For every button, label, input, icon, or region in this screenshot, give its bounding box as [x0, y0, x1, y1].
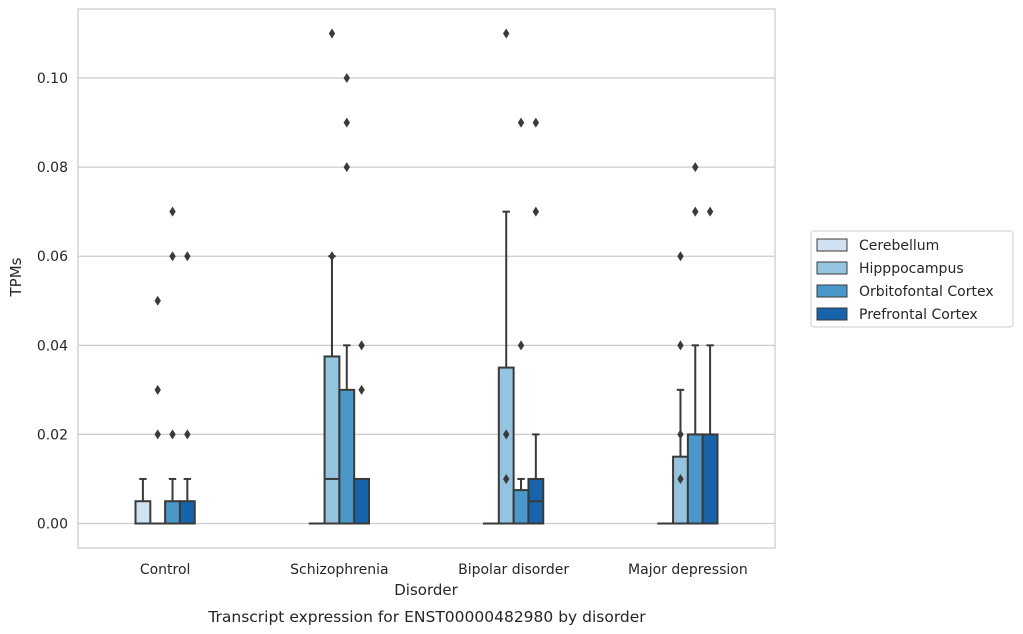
- y-tick-label: 0.02: [37, 427, 68, 443]
- y-tick-label: 0.00: [37, 517, 68, 533]
- legend: Cerebellum Hipppocampus Orbitofontal Corte…: [810, 230, 1014, 328]
- x-tick-label: Bipolar disorder: [458, 562, 569, 578]
- boxes: [134, 210, 719, 525]
- box-body: [497, 366, 515, 525]
- outlier-point: [358, 384, 365, 395]
- box-body: [178, 500, 196, 525]
- y-tick-label: 0.04: [37, 338, 68, 354]
- outlier-point: [169, 429, 176, 440]
- legend-swatch: [816, 284, 848, 298]
- outlier-point: [343, 117, 350, 128]
- legend-label: Cerebellum: [859, 238, 939, 254]
- box-body: [164, 500, 181, 525]
- legend-label: Prefrontal Cortex: [859, 307, 978, 323]
- y-axis-label: TPMs: [7, 257, 25, 297]
- outlier-point: [677, 251, 684, 262]
- box-group: [686, 344, 704, 525]
- box-body: [686, 433, 704, 525]
- outlier-point: [503, 429, 510, 440]
- outlier-point: [532, 117, 540, 128]
- outlier-point: [503, 28, 510, 39]
- chart-title: Transcript expression for ENST0000048298…: [207, 608, 646, 626]
- legend-label: Hipppocampus: [859, 261, 964, 277]
- box-group: [338, 344, 356, 525]
- outlier-point: [503, 473, 510, 484]
- box-group: [497, 210, 515, 525]
- box-group: [512, 477, 530, 525]
- outlier-point: [154, 295, 161, 306]
- outlier-point: [517, 117, 525, 128]
- outlier-point: [169, 206, 176, 217]
- legend-swatch: [816, 307, 848, 321]
- box-group: [701, 344, 719, 525]
- box-group: [672, 388, 689, 525]
- legend-label: Orbitofontal Cortex: [859, 284, 994, 300]
- outlier-point: [169, 251, 176, 262]
- grid-lines: [78, 77, 775, 525]
- box-body: [701, 433, 719, 525]
- x-tick-label: Control: [140, 562, 191, 578]
- outlier-point: [677, 340, 684, 351]
- outlier-point: [677, 429, 684, 440]
- y-tick-label: 0.10: [37, 71, 68, 87]
- outlier-point: [343, 73, 350, 84]
- legend-frame: [810, 230, 1014, 328]
- outlier-point: [328, 251, 336, 262]
- box-group: [353, 477, 370, 525]
- box-group: [178, 477, 196, 525]
- box-body: [134, 500, 152, 525]
- box-group: [323, 255, 341, 525]
- x-axis-label: Disorder: [394, 581, 458, 599]
- box-body: [512, 489, 530, 525]
- outlier-point: [692, 162, 699, 173]
- legend-swatch: [816, 238, 848, 252]
- outlier-point: [184, 429, 191, 440]
- y-tick-label: 0.06: [37, 249, 68, 265]
- box-body: [353, 477, 370, 525]
- outlier-point: [154, 384, 161, 395]
- y-axis-ticks: 0.00 0.02 0.04 0.06 0.08 0.10: [37, 71, 68, 532]
- y-tick-label: 0.08: [37, 160, 68, 176]
- box-body: [338, 388, 356, 525]
- outlier-point: [184, 251, 191, 262]
- plot-area-frame: [77, 8, 776, 549]
- outlier-point: [532, 206, 540, 217]
- box-group: [527, 433, 545, 525]
- outlier-point: [343, 162, 350, 173]
- outlier-point: [677, 473, 684, 484]
- x-tick-label: Major depression: [628, 562, 748, 578]
- x-axis-ticks: Control Schizophrenia Bipolar disorder Majo…: [140, 562, 748, 578]
- outlier-point: [706, 206, 714, 217]
- box-group: [164, 477, 181, 525]
- outlier-point: [358, 340, 365, 351]
- outlier-points: [154, 28, 714, 484]
- outlier-point: [154, 429, 161, 440]
- outlier-point: [517, 340, 525, 351]
- legend-swatch: [816, 261, 848, 275]
- box-body: [672, 455, 689, 525]
- box-group: [134, 477, 152, 525]
- outlier-point: [328, 28, 336, 39]
- outlier-point: [692, 206, 699, 217]
- x-tick-label: Schizophrenia: [290, 562, 388, 578]
- box-body: [323, 355, 341, 525]
